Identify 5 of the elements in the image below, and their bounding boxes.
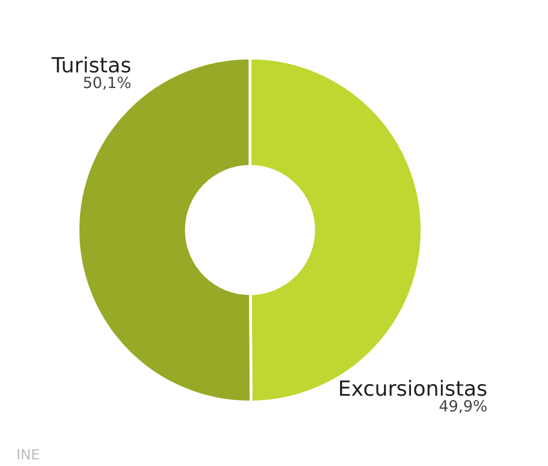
slice-label: Turistas: [51, 56, 130, 73]
data-label: 49,9%: [440, 400, 487, 414]
data-label: 50,1%: [84, 76, 130, 90]
slice-label: Excursionistas: [340, 380, 486, 396]
text: INE: [18, 449, 39, 460]
